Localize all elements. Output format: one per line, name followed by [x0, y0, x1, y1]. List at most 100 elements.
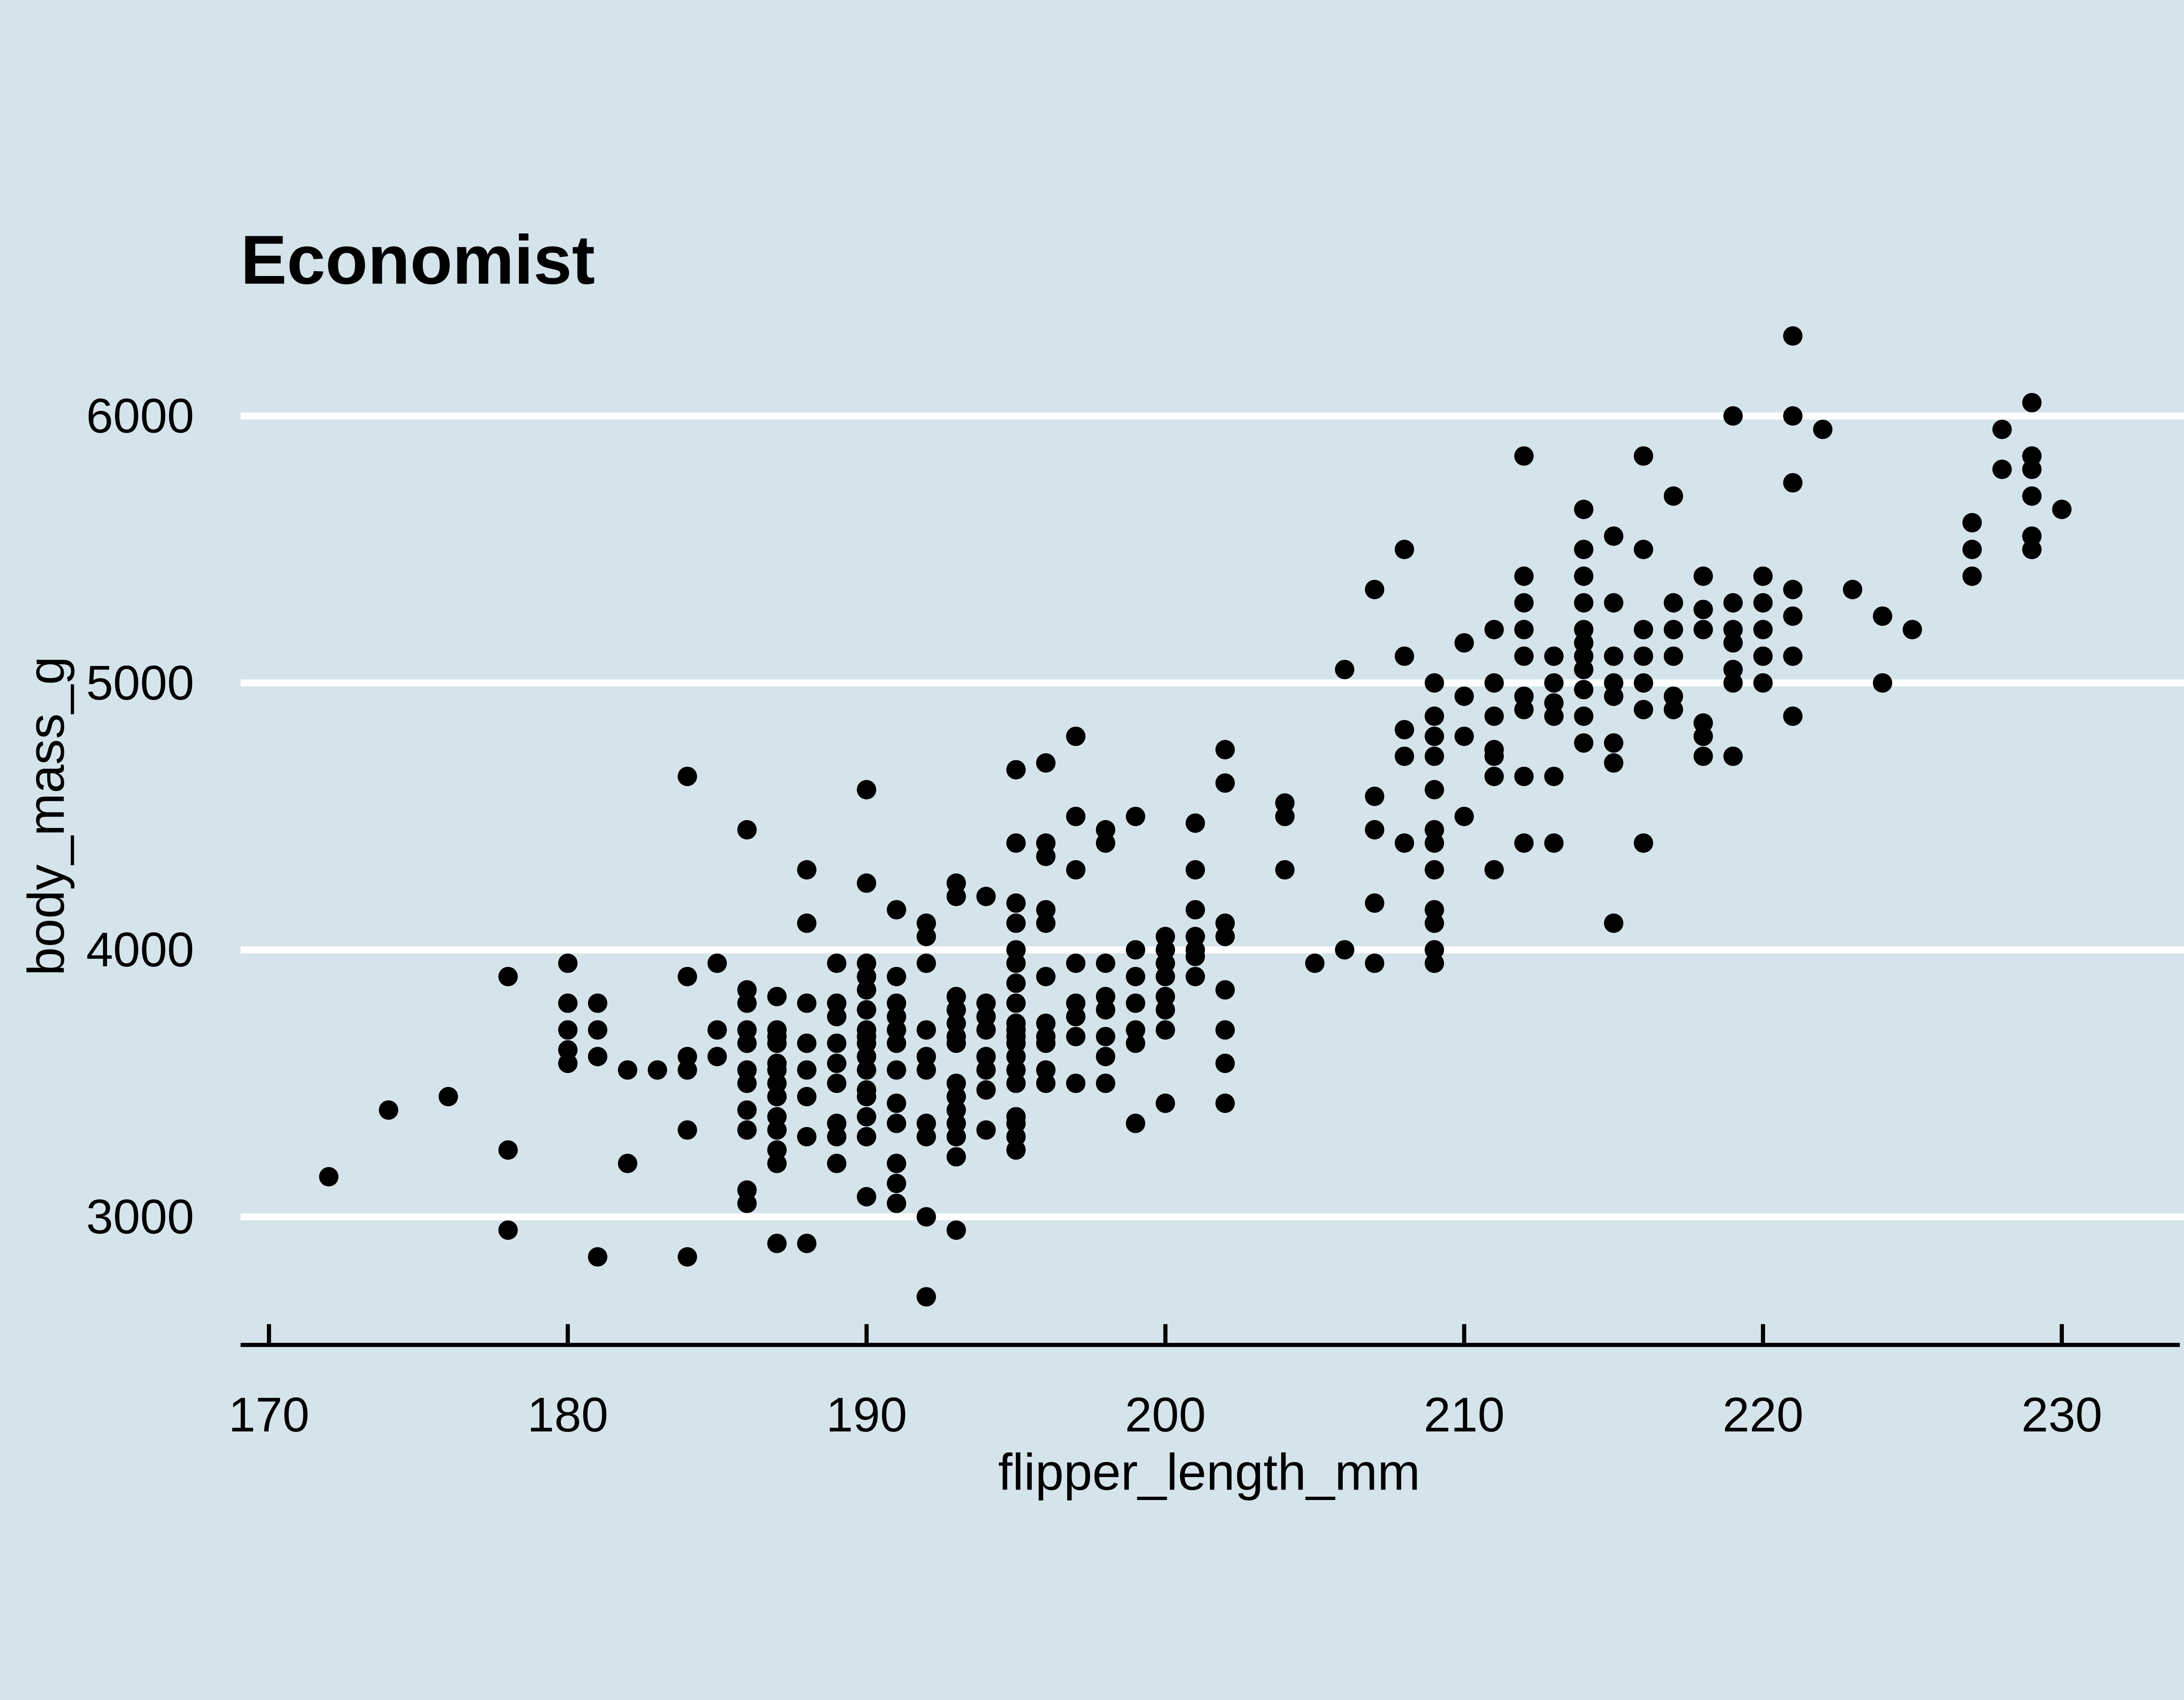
data-point	[2022, 486, 2042, 506]
data-point	[916, 1207, 936, 1227]
data-point	[1604, 526, 1624, 546]
data-point	[887, 1060, 906, 1080]
data-point	[1604, 913, 1624, 933]
data-point	[1604, 593, 1624, 613]
x-tick-labels: 170 180 190 200 210 220 230	[228, 1387, 2102, 1442]
data-point	[1873, 673, 1893, 693]
data-point	[1753, 593, 1773, 613]
data-point	[1006, 953, 1026, 973]
data-point	[1424, 746, 1444, 766]
data-point	[797, 913, 817, 933]
data-point	[737, 980, 757, 1000]
data-point	[976, 1007, 996, 1027]
data-point	[767, 1033, 787, 1053]
data-point	[946, 1014, 966, 1033]
data-point	[1663, 700, 1683, 720]
data-point	[1484, 766, 1504, 786]
data-point	[976, 1060, 996, 1080]
data-point	[1185, 927, 1205, 946]
data-point	[1663, 646, 1683, 666]
data-point	[1514, 620, 1534, 639]
data-point	[1634, 673, 1653, 693]
data-point	[677, 967, 697, 986]
data-point	[767, 1234, 787, 1253]
data-point	[1006, 913, 1026, 933]
data-point	[1395, 720, 1414, 740]
x-axis-ticks	[267, 1324, 2064, 1345]
data-point	[827, 1127, 847, 1147]
data-point	[1574, 593, 1593, 613]
data-point	[797, 1033, 817, 1053]
data-point	[1275, 793, 1295, 813]
data-point	[1365, 579, 1385, 600]
data-point	[916, 1020, 936, 1040]
data-point	[827, 1033, 847, 1053]
y-tick-label-6000: 6000	[86, 389, 194, 443]
data-point	[946, 986, 966, 1007]
data-point	[737, 1073, 757, 1093]
y-tick-label-3000: 3000	[86, 1190, 194, 1244]
data-point	[857, 1000, 877, 1020]
data-point	[767, 1087, 787, 1107]
data-point	[1544, 833, 1564, 853]
data-point	[1634, 446, 1653, 466]
data-point	[1992, 420, 2012, 439]
data-point	[1006, 993, 1026, 1013]
data-point	[1066, 1027, 1086, 1047]
data-point	[558, 1020, 578, 1040]
data-point	[946, 1073, 966, 1093]
data-point	[1783, 606, 1803, 626]
x-tick-label-210: 210	[1424, 1387, 1504, 1442]
data-point	[677, 1247, 697, 1267]
data-point	[1663, 486, 1683, 506]
data-point	[737, 1020, 757, 1040]
data-point	[1723, 673, 1743, 693]
data-point	[1574, 500, 1593, 519]
data-point	[1604, 733, 1624, 753]
data-point	[677, 1060, 697, 1080]
data-point	[1365, 953, 1385, 973]
data-point	[439, 1087, 458, 1107]
data-point	[1006, 1140, 1026, 1160]
data-point	[1753, 646, 1773, 666]
data-point	[767, 1060, 787, 1080]
data-point	[946, 886, 966, 907]
data-point	[1574, 633, 1593, 653]
data-point	[767, 1107, 787, 1127]
data-point	[1843, 579, 1863, 600]
data-point	[588, 1047, 608, 1066]
data-point	[707, 953, 727, 973]
data-point	[1634, 833, 1653, 853]
data-points	[319, 326, 2072, 1307]
data-point	[558, 1053, 578, 1073]
data-point	[1693, 600, 1713, 619]
data-point	[1215, 913, 1235, 933]
data-point	[677, 1120, 697, 1140]
data-point	[1424, 860, 1444, 880]
data-point	[1783, 646, 1803, 666]
data-point	[1544, 693, 1564, 713]
data-point	[2022, 393, 2042, 413]
data-point	[1663, 620, 1683, 639]
data-point	[1753, 620, 1773, 639]
data-point	[1095, 953, 1116, 973]
data-point	[976, 1020, 996, 1040]
data-point	[2022, 540, 2042, 559]
data-point	[1424, 780, 1444, 800]
data-point	[1006, 973, 1026, 993]
data-point	[767, 986, 787, 1007]
data-point	[1066, 993, 1086, 1013]
data-point	[618, 1060, 638, 1080]
data-point	[797, 1234, 817, 1253]
data-point	[1006, 940, 1026, 960]
x-tick-label-220: 220	[1722, 1387, 1803, 1442]
data-point	[1634, 646, 1653, 666]
data-point	[1066, 1007, 1086, 1027]
data-point	[1424, 706, 1444, 726]
data-point	[1365, 820, 1385, 840]
data-point	[1574, 566, 1593, 586]
data-point	[1604, 673, 1624, 693]
data-point	[1335, 659, 1355, 679]
data-point	[1544, 646, 1564, 666]
data-point	[1365, 786, 1385, 806]
